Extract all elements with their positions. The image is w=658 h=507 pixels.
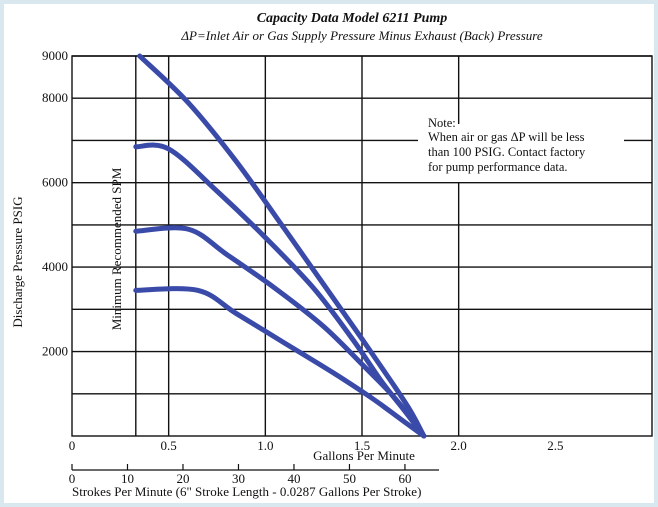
series-line xyxy=(133,225,427,439)
y-tick-label: 8000 xyxy=(42,90,68,105)
p-symbol: P xyxy=(188,28,197,43)
x-tick-label: 1.5 xyxy=(354,438,370,453)
x-tick-label: 0.5 xyxy=(161,438,177,453)
secondary-x-tick-label: 60 xyxy=(398,471,411,486)
note-line-3: for pump performance data. xyxy=(428,160,568,174)
x-axis-label: Gallons Per Minute xyxy=(313,448,415,463)
x-tick-label: 2.0 xyxy=(451,438,467,453)
y-tick-label: 2000 xyxy=(42,344,68,359)
x-tick-labels: 0 0.5 1.0 1.5 2.0 2.5 xyxy=(69,438,564,453)
chart-panel: Capacity Data Model 6211 Pump ΔP=Inlet A… xyxy=(4,4,654,503)
series-line xyxy=(137,53,427,439)
secondary-x-tick-label: 30 xyxy=(232,471,245,486)
note-line-1: When air or gas ΔP will be less xyxy=(428,130,585,144)
secondary-x-ticks: 0 10 20 30 40 50 60 xyxy=(69,464,411,486)
series-layer xyxy=(133,53,427,439)
grid-layer xyxy=(71,55,653,437)
y-tick-label: 4000 xyxy=(42,259,68,274)
note-box xyxy=(418,124,624,182)
y-tick-label: 9000 xyxy=(42,48,68,63)
series-line xyxy=(133,286,427,439)
x-tick-label: 2.5 xyxy=(547,438,563,453)
min-recommended-spm-label: Minimum Recommended SPM xyxy=(109,167,124,330)
capacity-chart: Capacity Data Model 6211 Pump ΔP=Inlet A… xyxy=(10,11,653,499)
y-axis-label: Discharge Pressure PSIG xyxy=(10,196,25,327)
secondary-x-tick-label: 50 xyxy=(343,471,356,486)
secondary-x-tick-label: 40 xyxy=(287,471,300,486)
secondary-x-tick-label: 0 xyxy=(69,471,76,486)
subtitle-text: =Inlet Air or Gas Supply Pressure Minus … xyxy=(197,28,543,43)
secondary-x-tick-label: 10 xyxy=(121,471,134,486)
chart-title: Capacity Data Model 6211 Pump xyxy=(257,11,448,26)
secondary-x-tick-label: 20 xyxy=(176,471,189,486)
x-tick-label: 1.0 xyxy=(257,438,273,453)
secondary-x-label: Strokes Per Minute (6" Stroke Length - 0… xyxy=(72,484,421,499)
chart-subtitle: ΔP=Inlet Air or Gas Supply Pressure Minu… xyxy=(180,28,542,43)
y-tick-labels: 9000 8000 6000 4000 2000 xyxy=(42,48,68,359)
y-tick-label: 6000 xyxy=(42,175,68,190)
x-tick-label: 0 xyxy=(69,438,76,453)
delta-symbol: Δ xyxy=(180,28,189,43)
note-heading: Note: xyxy=(428,116,456,130)
note-line-2: than 100 PSIG. Contact factory xyxy=(428,145,586,159)
